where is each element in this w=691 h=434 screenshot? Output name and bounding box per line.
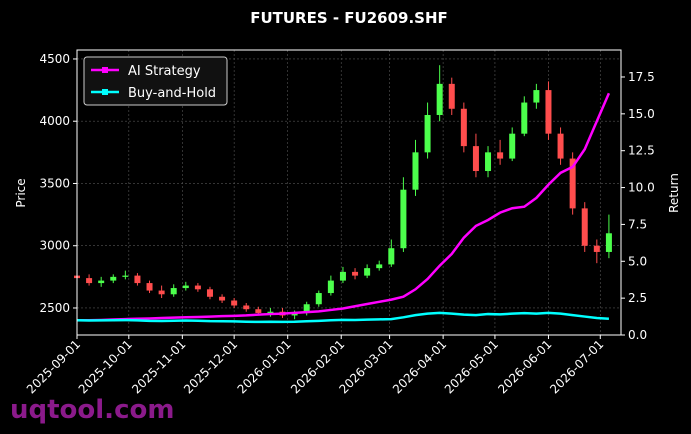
candle-body [170, 288, 177, 295]
candle-body [206, 289, 213, 297]
candle-body [194, 285, 201, 290]
y2-tick-label: 5.0 [628, 254, 647, 268]
watermark: uqtool.com [10, 395, 174, 425]
y2-tick-label: 10.0 [628, 181, 655, 195]
candle-body [291, 312, 298, 316]
y2-tick-label: 15.0 [628, 107, 655, 121]
x-tick-label: 2026-01-01 [235, 337, 294, 396]
candle-body [545, 90, 552, 134]
y2-tick-label: 17.5 [628, 70, 655, 84]
y2-axis-label: Return [667, 173, 681, 213]
candle-body [436, 83, 443, 115]
candle-body [255, 309, 262, 313]
candle-body [231, 300, 238, 306]
y-tick-label: 3000 [39, 239, 70, 253]
candle-body [315, 293, 322, 305]
candle-body [448, 83, 455, 109]
x-tick-label: 2026-04-01 [390, 337, 449, 396]
candle-body [243, 305, 250, 310]
candle-body [339, 271, 346, 281]
y-tick-label: 2500 [39, 301, 70, 315]
x-tick-label: 2026-05-01 [442, 337, 501, 396]
x-tick-label: 2025-11-01 [129, 337, 188, 396]
candle-body [219, 296, 226, 301]
candle-body [472, 146, 479, 172]
legend-label: Buy-and-Hold [128, 86, 216, 101]
candle-body [557, 133, 564, 159]
candle-body [86, 278, 93, 284]
candle-body [303, 304, 310, 313]
x-tick-label: 2026-07-01 [547, 337, 606, 396]
series-line [76, 311, 609, 324]
y-tick-label: 3500 [39, 176, 70, 190]
legend-box [83, 56, 228, 106]
y2-tick-label: 12.5 [628, 144, 655, 158]
candle-body [388, 248, 395, 265]
candle-body [134, 275, 141, 284]
x-tick-label: 2025-10-01 [76, 337, 135, 396]
candle-body [533, 90, 540, 103]
candle-body [593, 245, 600, 252]
candle-body [521, 102, 528, 134]
legend-label: AI Strategy [128, 64, 201, 79]
candle-body [158, 290, 165, 295]
y-tick-label: 4500 [39, 52, 70, 66]
legend-marker [102, 89, 108, 95]
x-tick-label: 2026-06-01 [495, 337, 554, 396]
candle-body [569, 158, 576, 209]
y-tick-label: 4000 [39, 114, 70, 128]
candle-body [182, 285, 189, 289]
candle-body [352, 271, 359, 276]
candle-body [376, 264, 383, 269]
plot-frame [76, 49, 622, 336]
chart-title: FUTURES - FU2609.SHF [250, 9, 448, 27]
candle-body [98, 280, 105, 284]
candle-body [424, 114, 431, 153]
x-tick-label: 2025-12-01 [181, 337, 240, 396]
candle-body [485, 152, 492, 172]
candle-body [364, 268, 371, 276]
y2-tick-label: 7.5 [628, 217, 647, 231]
candle-body [460, 108, 467, 147]
candle-body [509, 133, 516, 159]
y-axis-label: Price [14, 178, 28, 207]
candle-body [412, 152, 419, 190]
candle-body [497, 152, 504, 159]
y2-tick-label: 2.5 [628, 291, 647, 305]
series-line [77, 92, 611, 322]
x-tick-label: 2025-09-01 [24, 337, 83, 396]
candle-body [122, 275, 129, 277]
candle-body [581, 208, 588, 246]
candle-body [110, 276, 117, 281]
candle-body [605, 233, 612, 252]
candle-body [146, 283, 153, 291]
legend-marker [102, 67, 108, 73]
candle-body [267, 311, 274, 313]
candle-body [327, 280, 334, 294]
candle-body [400, 189, 407, 249]
y2-tick-label: 0.0 [628, 328, 647, 342]
